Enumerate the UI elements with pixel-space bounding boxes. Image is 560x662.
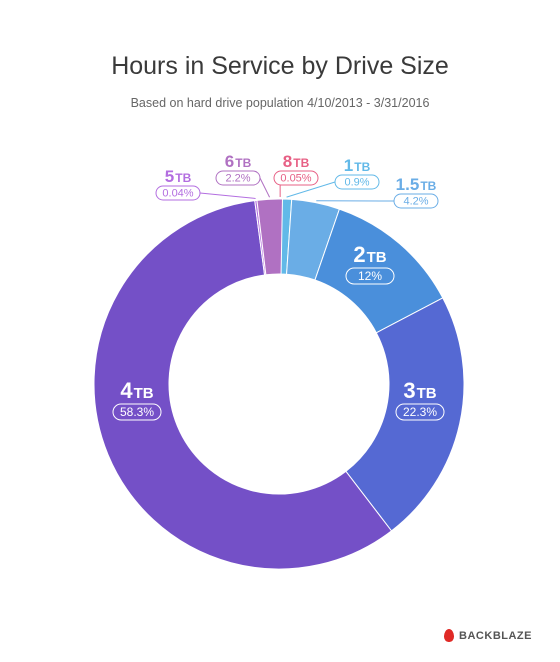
slice-size-unit: TB [134,385,154,402]
slice-size-label: 3TB [403,378,436,403]
percent-pill [395,403,445,421]
slice-size-label: 4TB [120,378,153,403]
slice-size-unit: TB [367,249,387,266]
donut-slices [93,198,465,570]
slice-size-unit: TB [293,156,309,170]
percent-label: 58.3% [120,405,154,419]
slice-size-number: 1 [344,156,353,175]
percent-label: 2.2% [225,173,250,185]
slice-size-number: 6 [225,152,234,171]
percent-pill [334,174,380,190]
slice-size-label: 5TB [165,167,192,186]
slice-size-number: 8 [283,152,292,171]
slice-size-unit: TB [175,171,191,185]
slice-4tb [93,200,393,570]
leader-line [286,181,336,198]
flame-icon [444,629,455,642]
slice-size-unit: TB [354,160,370,174]
percent-pill [215,170,261,186]
percent-label: 4.2% [403,196,428,208]
percent-pill [155,185,201,201]
percent-label: 0.04% [162,188,193,200]
slice-6tb [256,198,283,276]
brand-name: BACKBLAZE [459,629,532,642]
slice-size-label: 8TB [283,152,310,171]
slice-size-label: 1TB [344,156,371,175]
percent-pill [393,193,439,209]
slice-size-number: 1.5 [396,175,420,194]
slice-size-unit: TB [417,385,437,402]
leader-line [259,177,271,198]
slice-size-number: 2 [353,242,365,267]
percent-label: 0.9% [344,177,369,189]
percent-pill [345,267,395,285]
slice-size-unit: TB [235,156,251,170]
slice-size-unit: TB [420,179,436,193]
leader-line [199,192,256,199]
percent-label: 12% [358,269,382,283]
slice-size-label: 1.5TB [396,175,437,194]
slice-3tb [345,297,465,532]
leader-lines [199,177,395,202]
brand-logo: BACKBLAZE [444,629,532,642]
percent-label: 22.3% [403,405,437,419]
percent-label: 0.05% [280,173,311,185]
chart-title: Hours in Service by Drive Size [111,52,449,80]
slice-size-label: 2TB [353,242,386,267]
chart-subtitle: Based on hard drive population 4/10/2013… [130,96,430,110]
slice-size-number: 3 [403,378,415,403]
slice-size-label: 6TB [225,152,252,171]
slice-size-number: 4 [120,378,133,403]
percent-pill [273,170,319,186]
slice-size-number: 5 [165,167,174,186]
percent-pill [112,403,162,421]
